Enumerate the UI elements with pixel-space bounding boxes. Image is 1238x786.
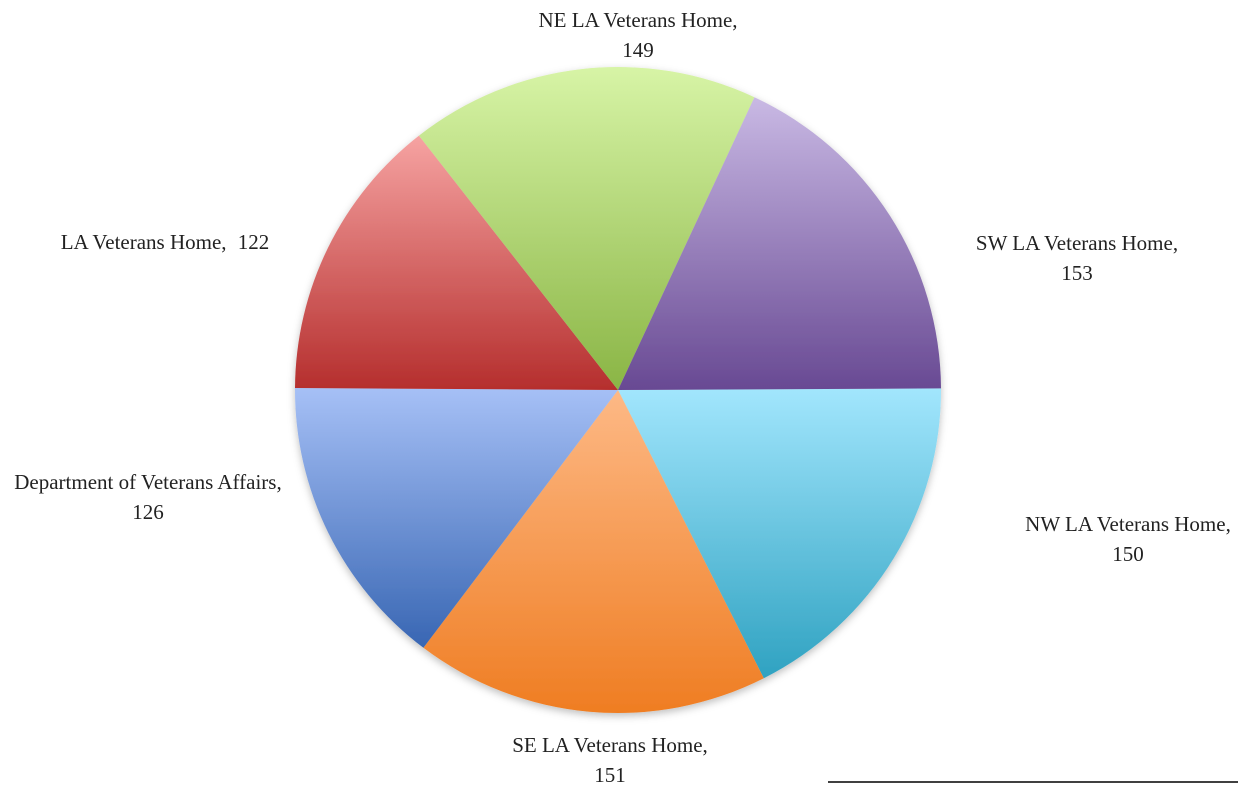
slice-label: NW LA Veterans Home, 150	[998, 509, 1238, 569]
pie-slice	[618, 97, 941, 390]
pie-slice	[294, 388, 618, 648]
slice-value: 126	[132, 500, 164, 524]
slice-category: SW LA Veterans Home,	[975, 231, 1179, 255]
slice-category: LA Veterans Home,	[60, 230, 227, 254]
slice-category: Department of Veterans Affairs,	[14, 470, 282, 494]
pie-slice	[295, 135, 618, 390]
slice-category: NW LA Veterans Home,	[1025, 512, 1231, 536]
slice-category: NE LA Veterans Home,	[538, 8, 738, 32]
slice-value: 122	[237, 230, 270, 254]
slice-label: SE LA Veterans Home, 151	[480, 730, 740, 786]
slice-label: SW LA Veterans Home, 153	[947, 228, 1207, 288]
pie	[294, 67, 942, 713]
slice-label: Department of Veterans Affairs, 126	[3, 467, 293, 527]
pie-slice	[423, 390, 764, 713]
pie-slice	[418, 67, 755, 391]
slice-value: 150	[1112, 542, 1144, 566]
slice-category: SE LA Veterans Home,	[512, 733, 708, 757]
slice-value: 153	[1061, 261, 1093, 285]
slice-label: LA Veterans Home, 122	[5, 227, 325, 257]
slice-value: 149	[622, 38, 654, 62]
slice-value: 151	[594, 763, 626, 786]
slice-label: NE LA Veterans Home, 149	[508, 5, 768, 65]
pie-slice	[618, 388, 942, 679]
